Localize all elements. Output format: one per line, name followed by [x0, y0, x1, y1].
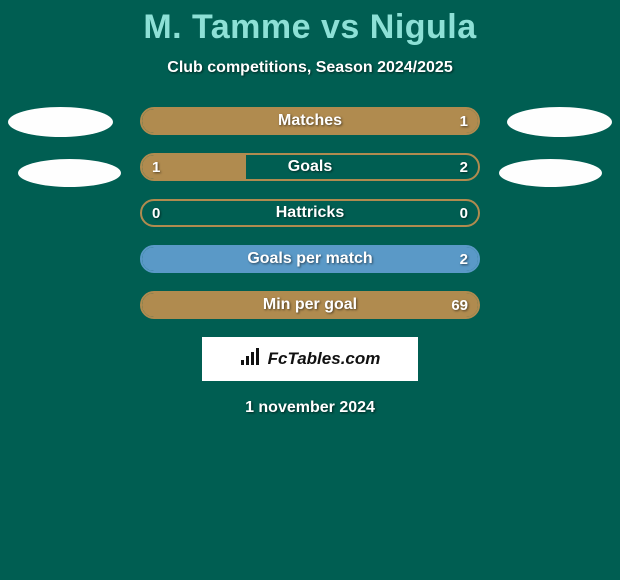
bar-row: Goals per match 2 — [140, 245, 480, 273]
comparison-infographic: M. Tamme vs Nigula Club competitions, Se… — [0, 0, 620, 580]
bar-label: Matches — [142, 109, 478, 133]
team-badge-left-2 — [18, 159, 121, 187]
bar-label: Goals per match — [142, 247, 478, 271]
bar-row: 1 Goals 2 — [140, 153, 480, 181]
bar-label: Min per goal — [142, 293, 478, 317]
page-title: M. Tamme vs Nigula — [0, 0, 620, 47]
bar-value-right: 0 — [450, 201, 478, 225]
team-badge-right-1 — [507, 107, 612, 137]
bar-value-right: 2 — [450, 155, 478, 179]
bar-value-right: 1 — [450, 109, 478, 133]
bar-row: Matches 1 — [140, 107, 480, 135]
bar-row: 0 Hattricks 0 — [140, 199, 480, 227]
bar-row: Min per goal 69 — [140, 291, 480, 319]
bar-value-right: 69 — [441, 293, 478, 317]
bar-chart-icon — [240, 348, 264, 371]
bar-value-right: 2 — [450, 247, 478, 271]
subtitle: Club competitions, Season 2024/2025 — [0, 59, 620, 77]
bars-container: Matches 1 1 Goals 2 0 Hattricks 0 Goals … — [140, 107, 480, 319]
brand-badge[interactable]: FcTables.com — [202, 337, 418, 381]
bar-label: Hattricks — [142, 201, 478, 225]
bar-label: Goals — [142, 155, 478, 179]
team-badge-right-2 — [499, 159, 602, 187]
brand-text: FcTables.com — [268, 349, 381, 369]
team-badge-left-1 — [8, 107, 113, 137]
footer-date: 1 november 2024 — [0, 399, 620, 417]
chart-area: Matches 1 1 Goals 2 0 Hattricks 0 Goals … — [0, 107, 620, 417]
